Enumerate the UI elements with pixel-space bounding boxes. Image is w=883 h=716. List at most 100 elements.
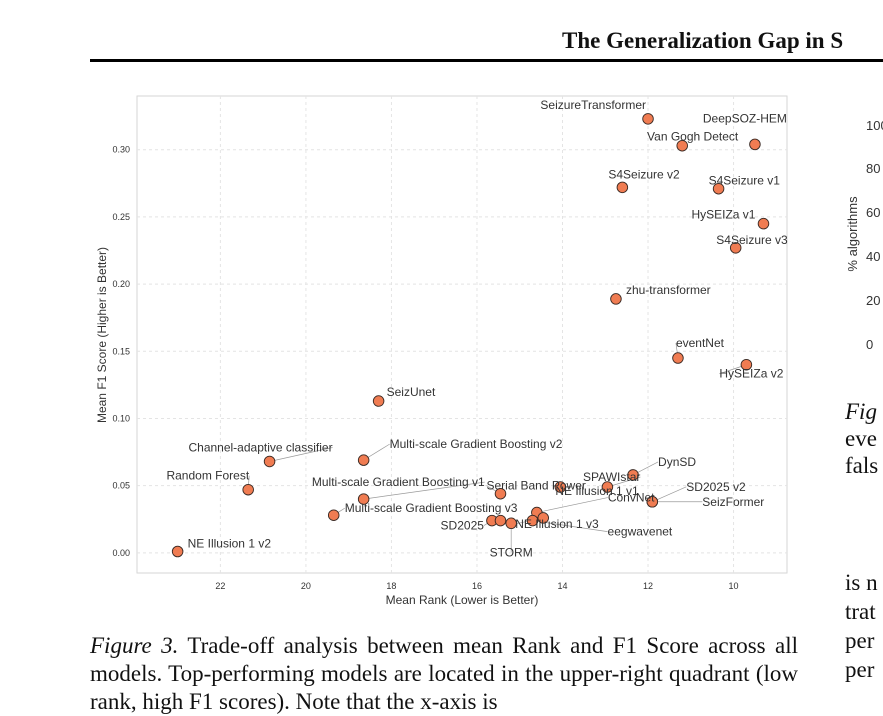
point-label: S4Seizure v1 [709,174,781,188]
y-tick-label: 0.10 [112,413,130,423]
x-tick-label: 12 [643,581,653,591]
y-tick-label: 0.30 [112,145,130,155]
right-figure-tick-label: 40 [866,249,880,264]
point-label: zhu-transformer [626,283,711,297]
data-point [505,517,517,530]
point-label: Multi-scale Gradient Boosting v3 [345,501,518,515]
data-point [242,483,254,496]
point-label: Random Forest [166,469,249,483]
data-point [357,493,370,505]
data-point [554,481,567,493]
right-figure-tick-label: 60 [866,205,880,220]
data-point [712,182,725,195]
right-figure-caption: Fig eve fals [845,398,878,479]
point-label: DynSD [658,455,696,469]
data-point [494,514,507,527]
x-tick-label: 22 [215,581,225,591]
data-point [601,481,614,493]
data-point [616,181,629,194]
point-label: SeizFormer [702,495,764,509]
point-label: SD2025 v2 [686,480,746,494]
plot-frame [136,95,788,574]
data-points [171,113,770,558]
point-label: NE Illusion 1 v1 [555,484,639,498]
point-label: Multi-scale Gradient Boosting v1 [312,475,485,489]
data-point [729,242,742,254]
point-label: SPAWIstar [583,470,640,484]
point-label: eegwavenet [608,525,673,539]
header-rule [90,59,883,62]
data-point [372,395,385,407]
right-figure-tick-label: 100 [866,118,883,133]
point-label: SeizUnet [387,385,436,399]
x-tick-label: 10 [729,581,739,591]
leader-line [363,481,485,500]
x-tick-label: 16 [472,581,482,591]
figure-3-text: Trade-off analysis between mean Rank and… [90,633,798,714]
data-point [646,496,659,508]
x-tick-label: 18 [386,581,396,591]
x-tick-label: 14 [557,581,567,591]
point-label: eventNet [676,336,725,350]
figure-3-caption: Figure 3. Trade-off analysis between mea… [90,632,798,716]
right-figure-tick-label: 0 [866,337,873,352]
right-column-body-text: is n trat per per [845,568,878,684]
y-tick-label: 0.20 [112,279,130,289]
data-point [672,352,684,364]
data-point [263,455,276,468]
data-point [171,545,184,558]
x-axis-label: Mean Rank (Lower is Better) [386,593,539,607]
data-point [627,469,639,481]
right-body-line: trat [845,599,876,624]
right-figure-ticks: 100 80 60 40 20 0 [866,118,883,352]
y-tick-label: 0.00 [112,548,130,558]
point-labels: SeizureTransformer DeepSOZ-HEM Van Gogh De… [166,98,788,559]
point-label: ConvNet [608,491,655,505]
label-leader-lines [247,342,747,553]
point-label: STORM [490,545,533,559]
data-point [494,487,507,500]
data-point [740,358,753,371]
point-label: HySEIZa v1 [691,208,755,222]
data-point [757,217,770,230]
right-figure-tick-label: 20 [866,293,880,308]
point-label: Multi-scale Gradient Boosting v2 [390,437,563,451]
right-body-line: is n [845,570,878,595]
data-point [526,514,539,527]
leader-line [652,486,687,503]
data-point [327,509,340,521]
point-label: S4Seizure v3 [716,233,788,247]
running-title: The Generalization Gap in S [562,28,844,53]
data-point [357,454,370,466]
y-tick-label: 0.15 [112,346,130,356]
right-body-line: per [845,628,875,653]
right-caption-line: Fig [845,399,877,424]
right-body-line: per [845,657,875,682]
grid [137,96,787,573]
right-caption-line: fals [845,453,879,478]
right-figure-ylabel: % algorithms [845,196,860,272]
y-axis-label: Mean F1 Score (Higher is Better) [95,247,109,423]
x-tick-label: 20 [301,581,311,591]
point-label: SD2025 [441,519,485,533]
axis-ticks: 22 20 18 16 14 12 10 0.00 0.05 0.10 0.15 0.20 0.25 0.… [112,145,738,591]
right-caption-line: eve [845,426,877,451]
point-label: SeizureTransformer [540,98,646,112]
point-label: Serial Band Power [486,479,585,493]
data-point [642,113,654,125]
y-tick-label: 0.05 [112,481,130,491]
data-point [749,138,761,151]
right-figure-tick-label: 80 [866,161,880,176]
point-label: HySEIZa v2 [719,367,783,381]
leader-line [269,447,333,462]
leader-line [536,497,608,513]
data-point [676,139,688,152]
point-label: Channel-adaptive classifier [188,440,332,454]
point-label: DeepSOZ-HEM [703,111,787,125]
point-label: NE Illusion 1 v3 [515,517,599,531]
y-tick-label: 0.25 [112,212,130,222]
data-point [610,293,622,305]
data-point [537,512,550,524]
point-label: S4Seizure v2 [608,167,680,181]
